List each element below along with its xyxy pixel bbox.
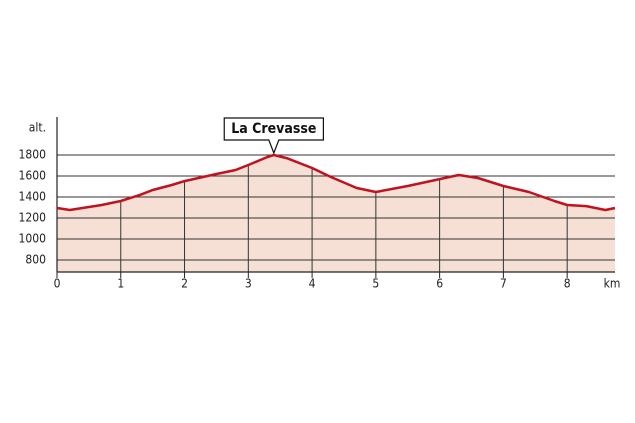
annotation-label: La Crevasse — [231, 121, 316, 137]
area — [57, 155, 615, 272]
y-axis-label: alt. — [29, 121, 46, 135]
y-tick-label: 1000 — [19, 232, 47, 246]
x-tick-label: 8 — [564, 277, 571, 291]
y-tick-label: 1800 — [19, 148, 47, 162]
x-tick-label: 7 — [500, 277, 507, 291]
x-tick-label: 3 — [245, 277, 252, 291]
y-tick-label: 1400 — [19, 190, 47, 204]
profile-line — [56, 153, 616, 212]
annotation-box — [223, 117, 325, 155]
x-tick-label: 4 — [309, 277, 316, 291]
y-tick-label: 1600 — [19, 169, 47, 183]
y-tick-label: 800 — [25, 253, 46, 267]
x-tick-label: 6 — [436, 277, 443, 291]
y-tick-label: 1200 — [19, 211, 47, 225]
x-tick-label: 5 — [372, 277, 379, 291]
x-tick-label: 0 — [54, 277, 61, 291]
x-tick-label: 2 — [181, 277, 188, 291]
x-tick-label: 1 — [117, 277, 124, 291]
x-axis-label: km — [604, 277, 621, 291]
